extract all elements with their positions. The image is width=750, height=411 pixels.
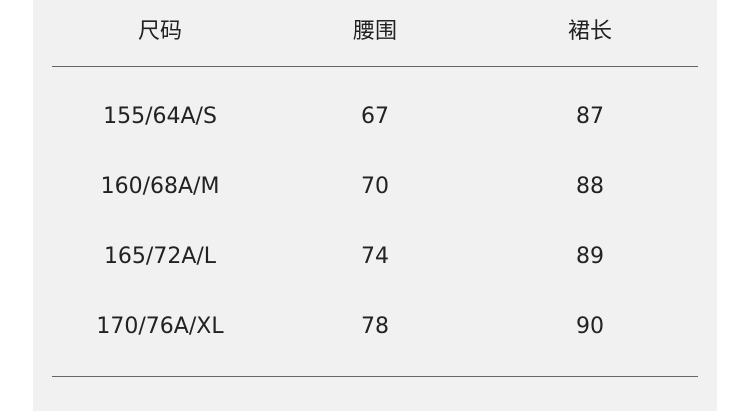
cell-waist: 70: [361, 174, 389, 199]
cell-size: 160/68A/M: [100, 174, 220, 199]
cell-skirt-length: 87: [576, 104, 604, 129]
cell-skirt-length: 88: [576, 174, 604, 199]
cell-waist: 67: [361, 104, 389, 129]
cell-skirt-length: 90: [576, 314, 604, 339]
header-size: 尺码: [137, 19, 182, 44]
header-skirt-length: 裙长: [567, 19, 612, 44]
cell-size: 155/64A/S: [103, 104, 217, 129]
header-divider: [52, 66, 698, 67]
cell-size: 170/76A/XL: [96, 314, 224, 339]
cell-skirt-length: 89: [576, 244, 604, 269]
header-waist: 腰围: [352, 19, 397, 44]
cell-waist: 74: [361, 244, 389, 269]
cell-waist: 78: [361, 314, 389, 339]
bottom-divider: [52, 376, 698, 377]
size-table-panel: [33, 0, 717, 411]
cell-size: 165/72A/L: [103, 244, 217, 269]
